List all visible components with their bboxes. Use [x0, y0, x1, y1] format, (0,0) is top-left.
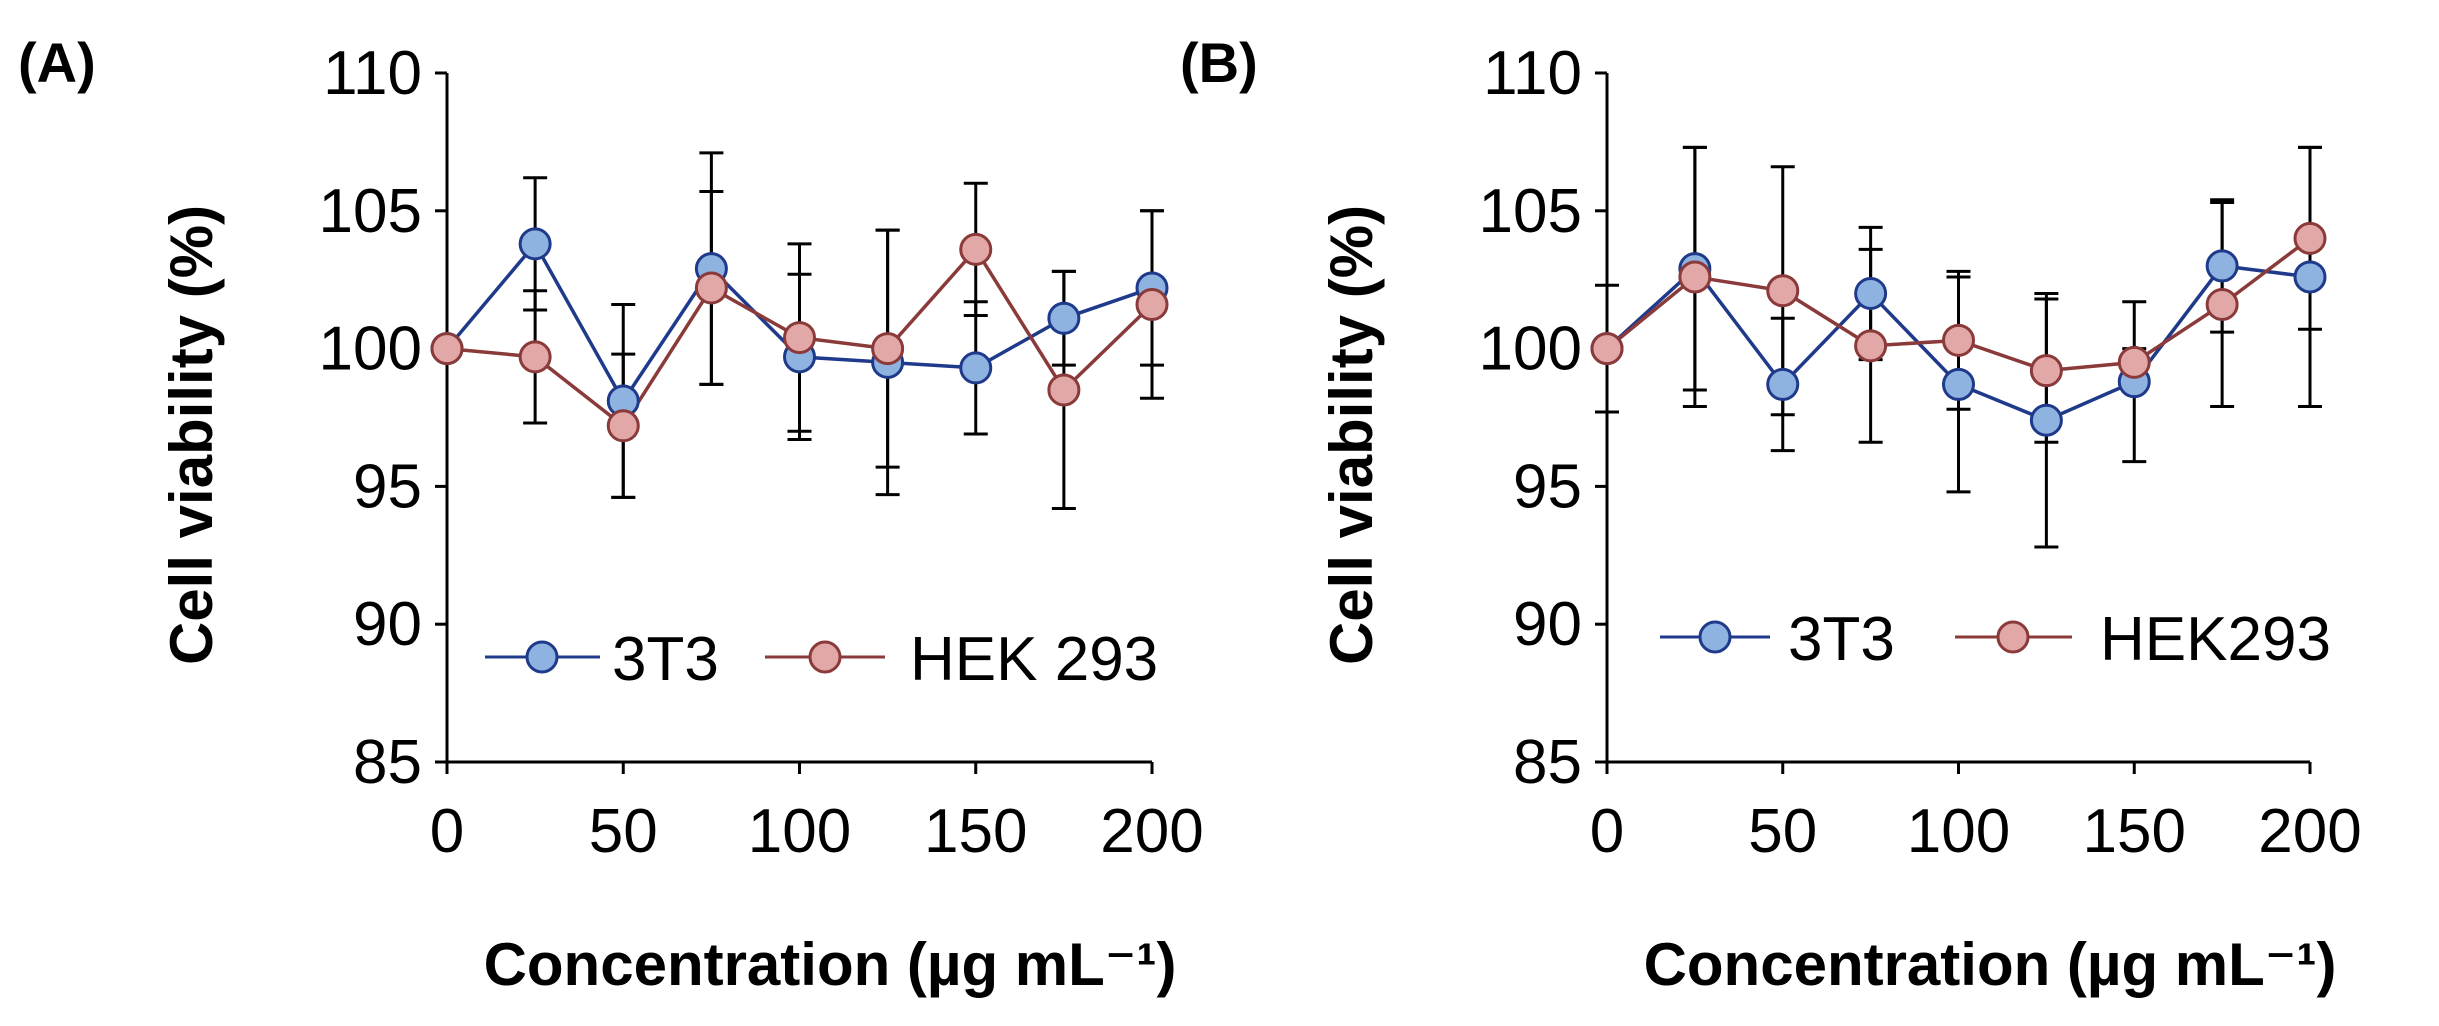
panel-b-point-3t3: [1854, 276, 1888, 310]
panel-b-legend-marker-3t3: [1698, 620, 1732, 654]
panel-b-y-tick-label: 85: [1513, 728, 1582, 797]
panel-a-x-tick-label: 150: [924, 797, 1027, 866]
panel-a-x-axis-title: Concentration (µg mL⁻¹): [484, 931, 1177, 998]
panel-a-point-hek293: [871, 332, 905, 366]
panel-a-label: (A): [18, 31, 96, 94]
panel-a-x-tick-label: 0: [430, 797, 464, 866]
panel-a-plot-area: 85 90 95 100 105 110 0 50 100 150 200: [319, 39, 1204, 866]
panel-a-x-tick-label: 100: [748, 797, 851, 866]
panel-a-point-hek293: [783, 321, 816, 355]
panel-a-point-3t3: [1047, 301, 1081, 335]
panel-a-point-hek293: [430, 332, 464, 366]
panel-b-y-tick-label: 95: [1513, 452, 1582, 521]
panel-b-point-3t3: [2205, 249, 2239, 283]
panel-b-point-hek293: [1766, 274, 1800, 308]
panel-b: (B) Cell viability (%) Concentration (µg…: [1180, 31, 2362, 998]
panel-b-point-hek293: [2205, 288, 2239, 322]
panel-b-y-axis-title: Cell viability (%): [1318, 205, 1385, 665]
panel-a-point-hek293: [1135, 288, 1169, 322]
panel-b-point-hek293: [1678, 260, 1712, 294]
panel-a-legend: 3T3 HEK 293: [485, 625, 1158, 694]
panel-b-x-tick-label: 0: [1590, 797, 1624, 866]
panel-b-label: (B): [1180, 31, 1258, 94]
panel-b-point-3t3: [2293, 260, 2327, 294]
panel-a-point-hek293: [1047, 373, 1081, 407]
panel-b-point-hek293: [1942, 323, 1975, 357]
panel-b-plot-area: 85 90 95 100 105 110 0 50 100 150 200: [1479, 39, 2362, 866]
panel-b-y-tick-label: 105: [1479, 177, 1582, 246]
panel-a-legend-marker-3t3: [525, 640, 559, 674]
panel-a-point-hek293: [606, 409, 640, 443]
panel-a: (A) Cell viability (%) Concentration (µg…: [18, 31, 1204, 998]
panel-a-y-tick-label: 105: [319, 177, 422, 246]
panel-b-y-tick-label: 90: [1513, 590, 1582, 659]
panel-a-y-tick-label: 85: [353, 728, 422, 797]
panel-b-x-tick-label: 50: [1748, 797, 1817, 866]
panel-b-legend-label-hek293: HEK293: [2100, 605, 2331, 674]
panel-b-x-tick-label: 150: [2083, 797, 2186, 866]
panel-b-point-3t3: [2029, 403, 2063, 437]
panel-a-legend-label-3t3: 3T3: [612, 625, 719, 694]
panel-a-y-axis-title: Cell viability (%): [158, 205, 225, 665]
panel-b-point-hek293: [2029, 354, 2063, 388]
panel-a-point-3t3: [518, 227, 552, 261]
panel-a-y-tick-label: 90: [353, 590, 422, 659]
panel-b-point-hek293: [1854, 329, 1888, 363]
panel-b-legend: 3T3 HEK293: [1660, 605, 2331, 674]
panel-a-y-tick-label: 95: [353, 452, 422, 521]
panel-a-point-3t3: [959, 351, 993, 385]
panel-a-x-tick-label: 200: [1100, 797, 1203, 866]
panel-b-point-hek293: [2293, 221, 2327, 255]
panel-b-legend-marker-hek293: [1996, 620, 2030, 654]
panel-b-x-tick-label: 200: [2258, 797, 2361, 866]
panel-b-x-tick-label: 100: [1907, 797, 2010, 866]
panel-b-y-tick-label: 100: [1479, 315, 1582, 384]
panel-a-legend-label-hek293: HEK 293: [910, 625, 1158, 694]
panel-b-legend-label-3t3: 3T3: [1788, 605, 1895, 674]
panel-b-point-hek293: [1590, 332, 1624, 366]
panel-b-point-hek293: [2117, 345, 2151, 379]
panel-a-point-hek293: [518, 340, 552, 374]
panel-a-legend-marker-hek293: [808, 640, 842, 674]
panel-a-y-tick-label: 110: [323, 39, 422, 108]
panel-b-y-tick-label: 110: [1483, 39, 1582, 108]
panel-b-x-axis-title: Concentration (µg mL⁻¹): [1644, 931, 2337, 998]
panel-a-x-tick-label: 50: [589, 797, 658, 866]
panel-a-point-hek293: [959, 232, 993, 266]
panel-a-y-tick-label: 100: [319, 315, 422, 384]
panel-b-point-3t3: [1942, 367, 1975, 401]
panel-a-point-hek293: [694, 271, 728, 305]
panel-b-point-3t3: [1766, 367, 1800, 401]
